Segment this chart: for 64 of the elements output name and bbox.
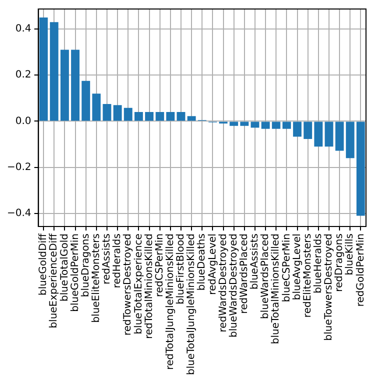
bar	[335, 122, 344, 151]
x-tick-label: redAssists	[102, 234, 113, 284]
x-tick-label: redWardsPlaced	[239, 234, 250, 314]
bar	[282, 122, 291, 129]
bar	[314, 122, 323, 147]
bar	[176, 112, 186, 121]
y-tick-label: −0.4	[6, 208, 32, 220]
bar	[71, 50, 80, 121]
x-tick-label: blueExperienceDiff	[48, 232, 60, 328]
bar	[261, 122, 270, 129]
x-tick-label: redTotalJungleMinionsKilled	[165, 234, 176, 370]
x-tick-label: blueTotalMinionsKilled	[270, 234, 282, 344]
x-tick-label: redTotalMinionsKilled	[144, 234, 155, 339]
bar	[60, 50, 69, 121]
x-tick-label: redCSPerMin	[154, 234, 166, 297]
bar	[324, 122, 334, 147]
y-tick-label: 0.2	[15, 70, 32, 81]
bar	[145, 112, 154, 121]
y-tick-label: 0.4	[15, 24, 32, 35]
bar	[240, 122, 249, 126]
bar	[293, 122, 302, 137]
bar	[156, 112, 164, 121]
bar	[346, 122, 354, 158]
x-tick-label: blueGoldPerMin	[70, 234, 81, 312]
x-tick-label: blueAssists	[250, 234, 261, 290]
x-tick-label: blueTotalGold	[59, 234, 70, 302]
x-tick-label: blueDeaths	[196, 234, 208, 291]
x-tick-label: blueCSPerMin	[281, 234, 292, 302]
bar	[134, 112, 143, 121]
bar	[102, 104, 112, 121]
bar	[272, 122, 280, 129]
x-tick-label: redGoldPerMin	[355, 234, 366, 307]
bar	[230, 122, 238, 126]
y-tick-label: 0.0	[15, 116, 32, 127]
x-tick-label: blueTotalJungleMinionsKilled	[186, 234, 198, 376]
x-tick-label: blueAvgLevel	[292, 234, 303, 300]
x-tick-label: redAvgLevel	[207, 234, 218, 295]
x-tick-label: blueDragons	[80, 234, 92, 298]
x-tick-label: blueHeralds	[313, 234, 324, 294]
y-tick-label: −0.2	[6, 162, 32, 173]
bar	[166, 112, 175, 121]
bar	[124, 108, 132, 121]
x-tick-label: blueTowersDestroyed	[324, 234, 335, 341]
x-tick-label: blueTotalExperience	[133, 234, 144, 334]
x-tick-label: redDragons	[334, 234, 346, 292]
bar	[113, 105, 122, 121]
x-tick-label: redWardsDestroyed	[218, 234, 229, 332]
bar	[356, 122, 365, 216]
x-tick-label: blueGoldDiff	[38, 232, 50, 296]
x-tick-label: redTowersDestroyed	[122, 234, 134, 336]
x-tick-label: blueFirstBlood	[176, 234, 187, 304]
x-tick-label: blueEliteMonsters	[91, 234, 102, 323]
bar	[82, 80, 90, 121]
x-tick-label: blueWardsPlaced	[260, 234, 272, 319]
bar	[39, 18, 48, 121]
bar	[92, 94, 101, 121]
bar	[304, 122, 312, 139]
bar	[250, 122, 260, 128]
x-tick-label: blueKills	[344, 234, 356, 276]
bar	[50, 22, 58, 121]
bar	[187, 116, 196, 121]
x-tick-label: redHeralds	[112, 234, 124, 288]
x-tick-label: blueWardsDestroyed	[228, 234, 240, 338]
x-tick-label: redEliteMonsters	[302, 234, 314, 318]
